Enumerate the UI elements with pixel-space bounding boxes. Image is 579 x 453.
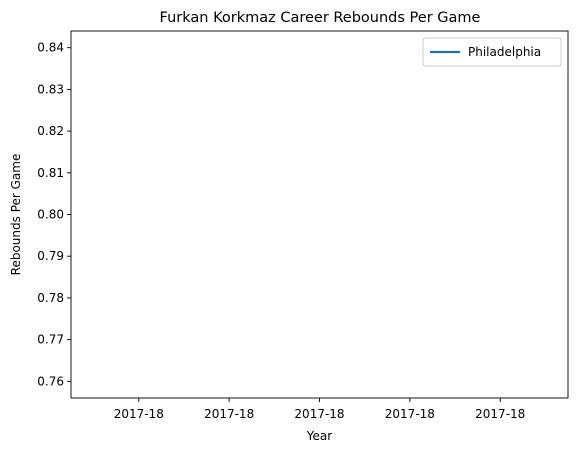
x-axis: 2017-18 2017-18 2017-18 2017-18 2017-18 bbox=[114, 398, 525, 421]
y-tick-label: 0.79 bbox=[37, 249, 64, 263]
y-tick-label: 0.84 bbox=[37, 41, 64, 55]
y-tick-label: 0.82 bbox=[37, 124, 64, 138]
y-axis: 0.76 0.77 0.78 0.79 0.80 0.81 0.82 0.83 0.84 bbox=[37, 41, 71, 388]
legend: Philadelphia bbox=[422, 37, 562, 67]
y-tick-label: 0.76 bbox=[37, 374, 64, 388]
x-axis-label: Year bbox=[306, 429, 332, 443]
x-tick-label: 2017-18 bbox=[385, 407, 435, 421]
y-tick-label: 0.78 bbox=[37, 291, 64, 305]
x-tick-label: 2017-18 bbox=[204, 407, 254, 421]
y-tick-label: 0.83 bbox=[37, 82, 64, 96]
y-tick-label: 0.77 bbox=[37, 333, 64, 347]
plot-area: 0.76 0.77 0.78 0.79 0.80 0.81 0.82 0.83 0.84 201… bbox=[37, 30, 569, 421]
chart-title: Furkan Korkmaz Career Rebounds Per Game bbox=[160, 10, 481, 26]
legend-label-philadelphia: Philadelphia bbox=[468, 45, 541, 59]
x-tick-label: 2017-18 bbox=[114, 407, 164, 421]
y-tick-label: 0.81 bbox=[37, 166, 64, 180]
y-axis-label: Rebounds Per Game bbox=[9, 154, 23, 276]
x-tick-label: 2017-18 bbox=[475, 407, 525, 421]
plot-frame bbox=[70, 30, 569, 399]
legend-box bbox=[422, 37, 562, 67]
y-tick-label: 0.80 bbox=[37, 208, 64, 222]
x-tick-label: 2017-18 bbox=[294, 407, 344, 421]
